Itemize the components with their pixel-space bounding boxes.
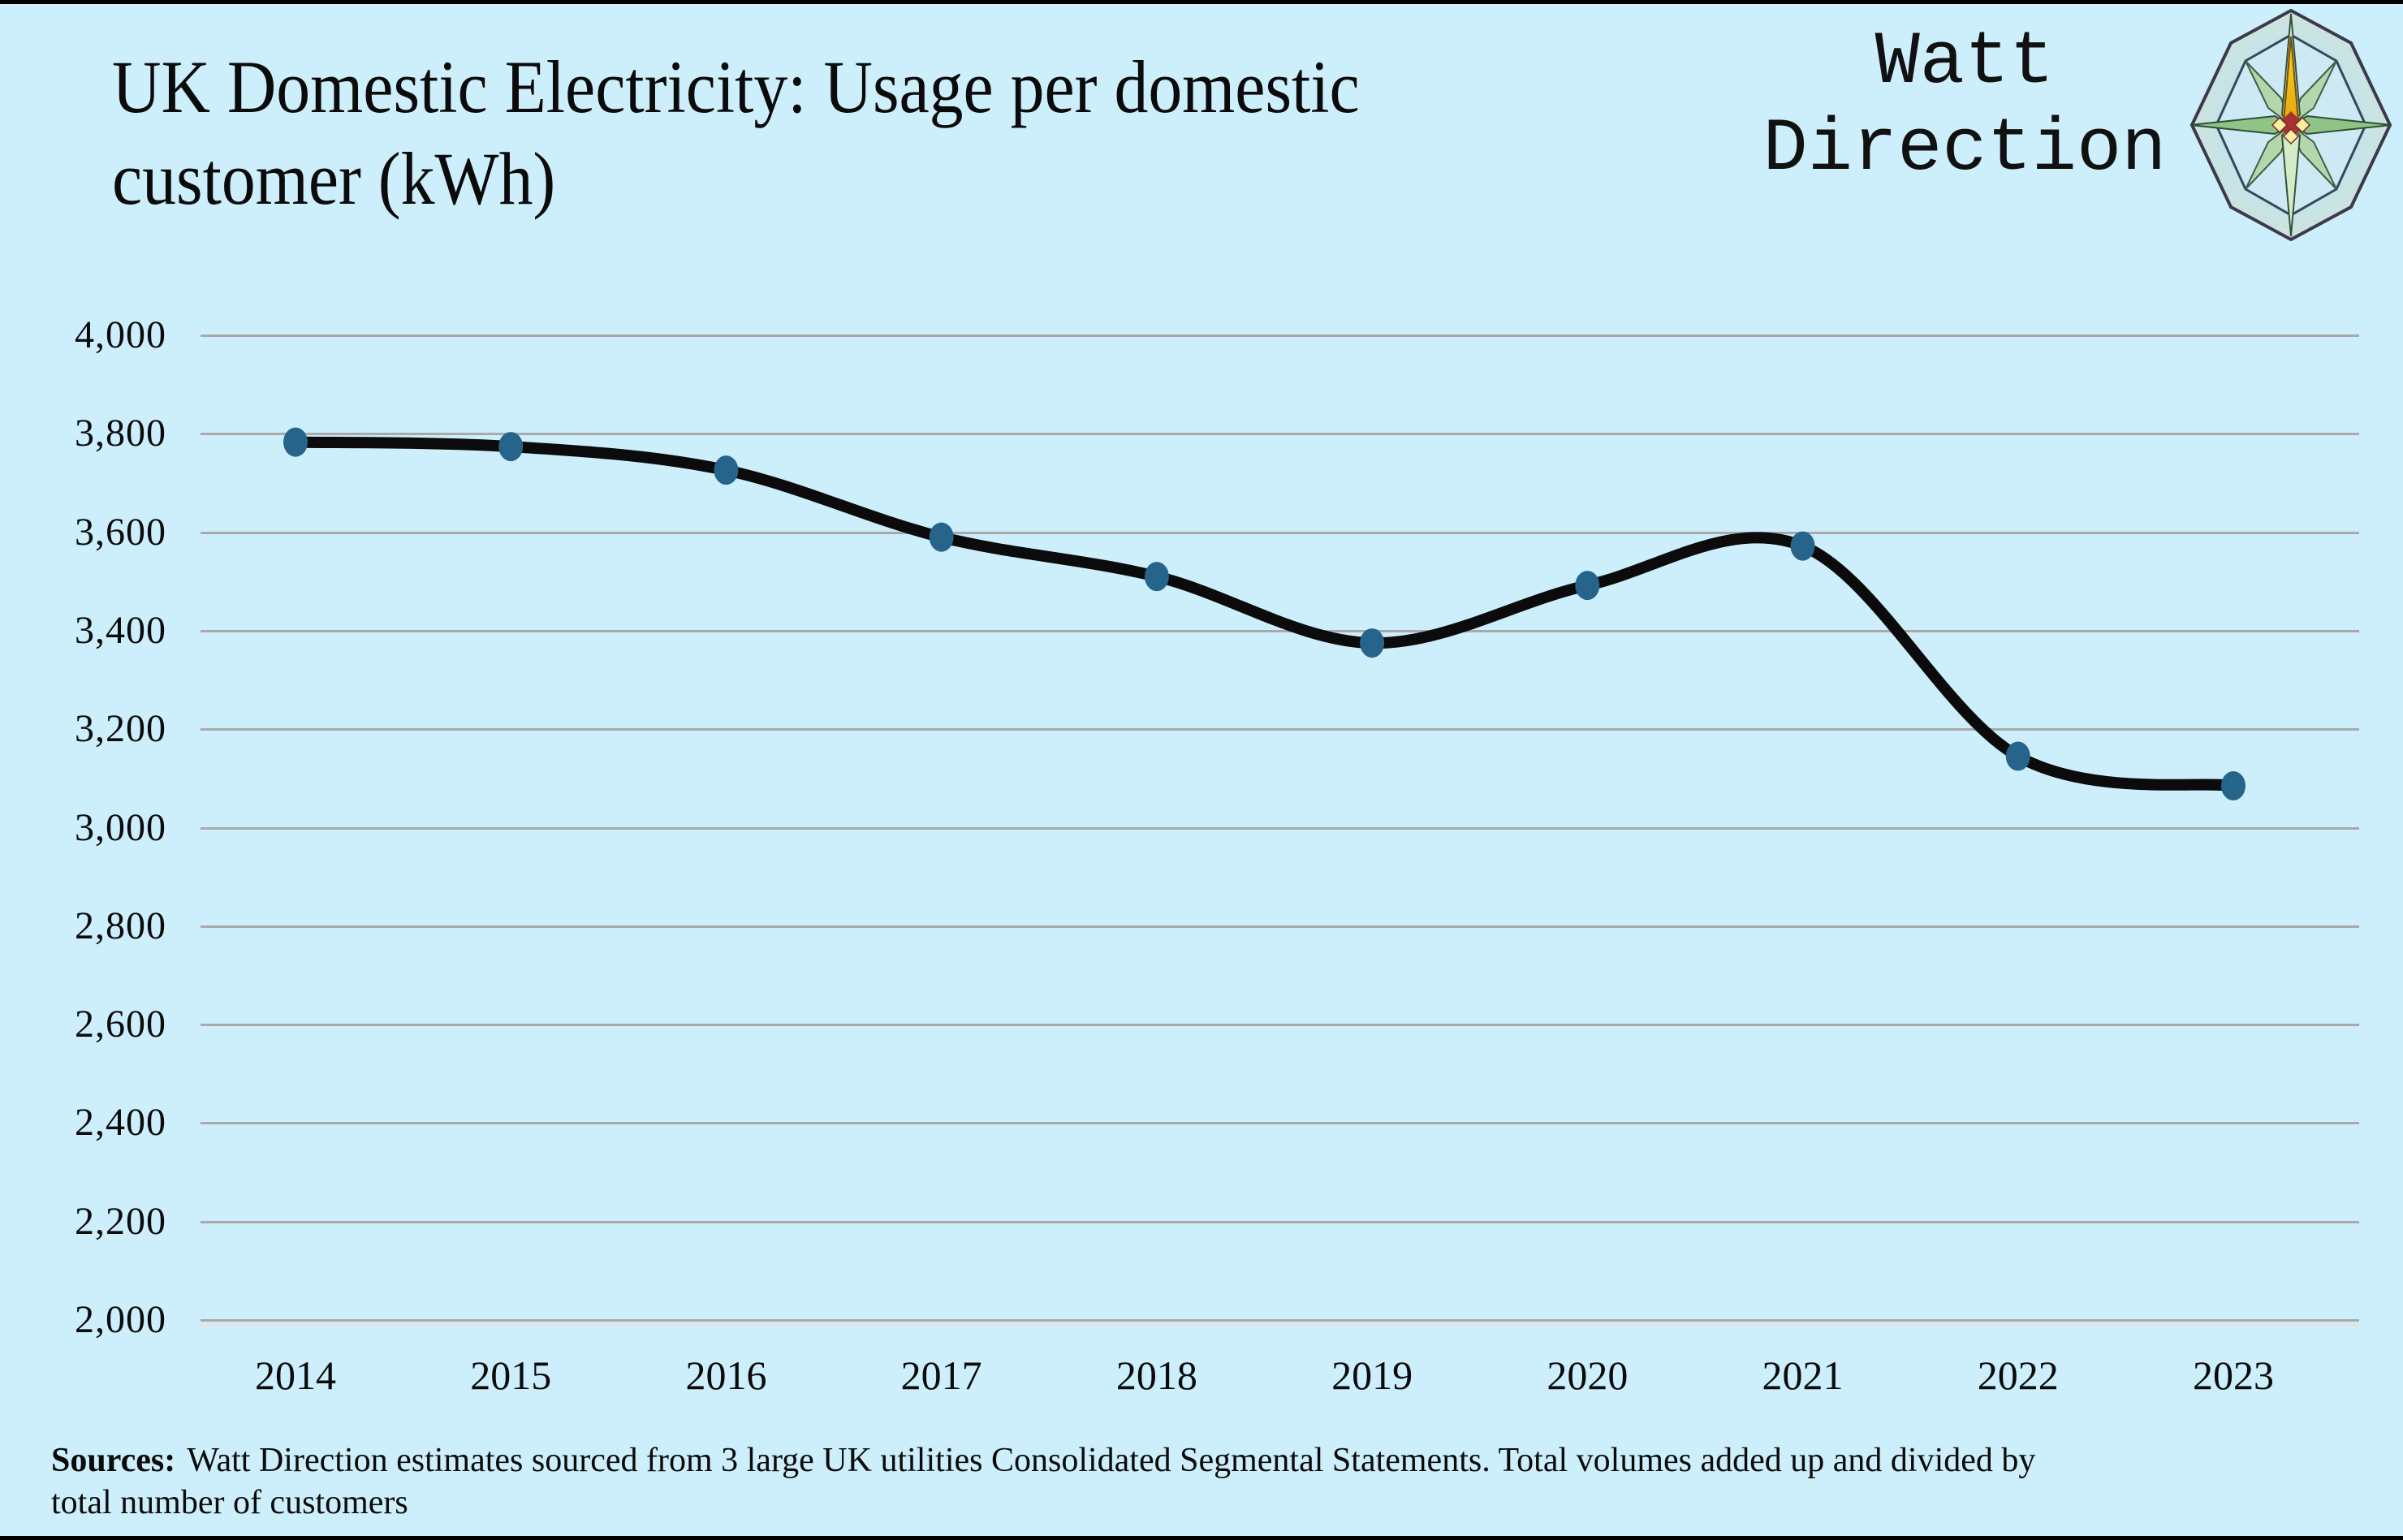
gridline xyxy=(201,433,2359,436)
gridline xyxy=(201,531,2359,534)
sources-text-1: Watt Direction estimates sourced from 3 … xyxy=(187,1442,2036,1479)
sources-line-2: total number of customers xyxy=(51,1484,408,1521)
series-line xyxy=(290,436,2239,792)
brand-wordmark: Watt Direction xyxy=(1754,19,2176,192)
y-tick-label: 3,800 xyxy=(75,412,166,455)
sources-line-1: Sources: Watt Direction estimates sourced… xyxy=(51,1439,2035,1482)
x-tick-label: 2020 xyxy=(1547,1352,1629,1398)
y-tick-label: 2,800 xyxy=(75,904,166,947)
x-tick-label: 2023 xyxy=(2192,1352,2274,1398)
y-tick-label: 2,600 xyxy=(75,1003,166,1046)
data-point-2017 xyxy=(929,522,954,552)
y-tick-label: 3,600 xyxy=(75,510,166,554)
y-tick-label: 2,000 xyxy=(75,1298,166,1341)
brand-line-2: Direction xyxy=(1762,106,2167,192)
gridline xyxy=(201,1319,2359,1322)
x-tick-label: 2021 xyxy=(1762,1352,1844,1398)
gridline xyxy=(201,629,2359,632)
y-tick-label: 3,400 xyxy=(75,608,166,652)
title-line-1: UK Domestic Electricity: Usage per domes… xyxy=(112,45,1360,128)
data-point-2019 xyxy=(1360,628,1385,658)
gridline xyxy=(201,826,2359,830)
data-point-2023 xyxy=(2220,770,2246,800)
gridline xyxy=(201,334,2359,337)
gridline xyxy=(201,1220,2359,1223)
data-point-2021 xyxy=(1790,531,1815,561)
x-axis-line xyxy=(201,1323,2359,1326)
data-point-2016 xyxy=(714,455,739,485)
x-tick-label: 2017 xyxy=(900,1352,982,1398)
data-point-2015 xyxy=(498,432,524,462)
gridline xyxy=(201,1024,2359,1027)
y-tick-label: 4,000 xyxy=(75,313,166,356)
title-line-2: customer (kWh) xyxy=(112,137,556,220)
y-tick-label: 3,000 xyxy=(75,805,166,849)
line-series xyxy=(283,427,2246,800)
data-point-2014 xyxy=(283,427,308,457)
gridline xyxy=(201,1122,2359,1125)
chart-canvas: UK Domestic Electricity: Usage per domes… xyxy=(0,4,2403,1536)
gridline xyxy=(201,728,2359,731)
gridline xyxy=(201,925,2359,928)
sources-note: Sources: Watt Direction estimates sourced… xyxy=(51,1439,2035,1524)
brand-line-1: Watt xyxy=(1875,19,2055,105)
y-tick-label: 2,400 xyxy=(75,1101,166,1145)
data-point-2018 xyxy=(1144,562,1169,592)
x-tick-label: 2014 xyxy=(255,1352,336,1398)
x-tick-label: 2015 xyxy=(470,1352,552,1398)
y-tick-label: 2,200 xyxy=(75,1199,166,1243)
y-tick-label: 3,200 xyxy=(75,707,166,751)
x-tick-label: 2022 xyxy=(1977,1352,2059,1398)
compass-rose-icon xyxy=(2189,8,2392,242)
data-point-2020 xyxy=(1575,571,1600,601)
sources-label: Sources: xyxy=(51,1442,176,1479)
x-tick-label: 2018 xyxy=(1115,1352,1197,1398)
x-tick-label: 2019 xyxy=(1331,1352,1413,1398)
data-point-2022 xyxy=(2005,741,2030,771)
x-tick-label: 2016 xyxy=(685,1352,767,1398)
page-title: UK Domestic Electricity: Usage per domes… xyxy=(112,41,1360,225)
